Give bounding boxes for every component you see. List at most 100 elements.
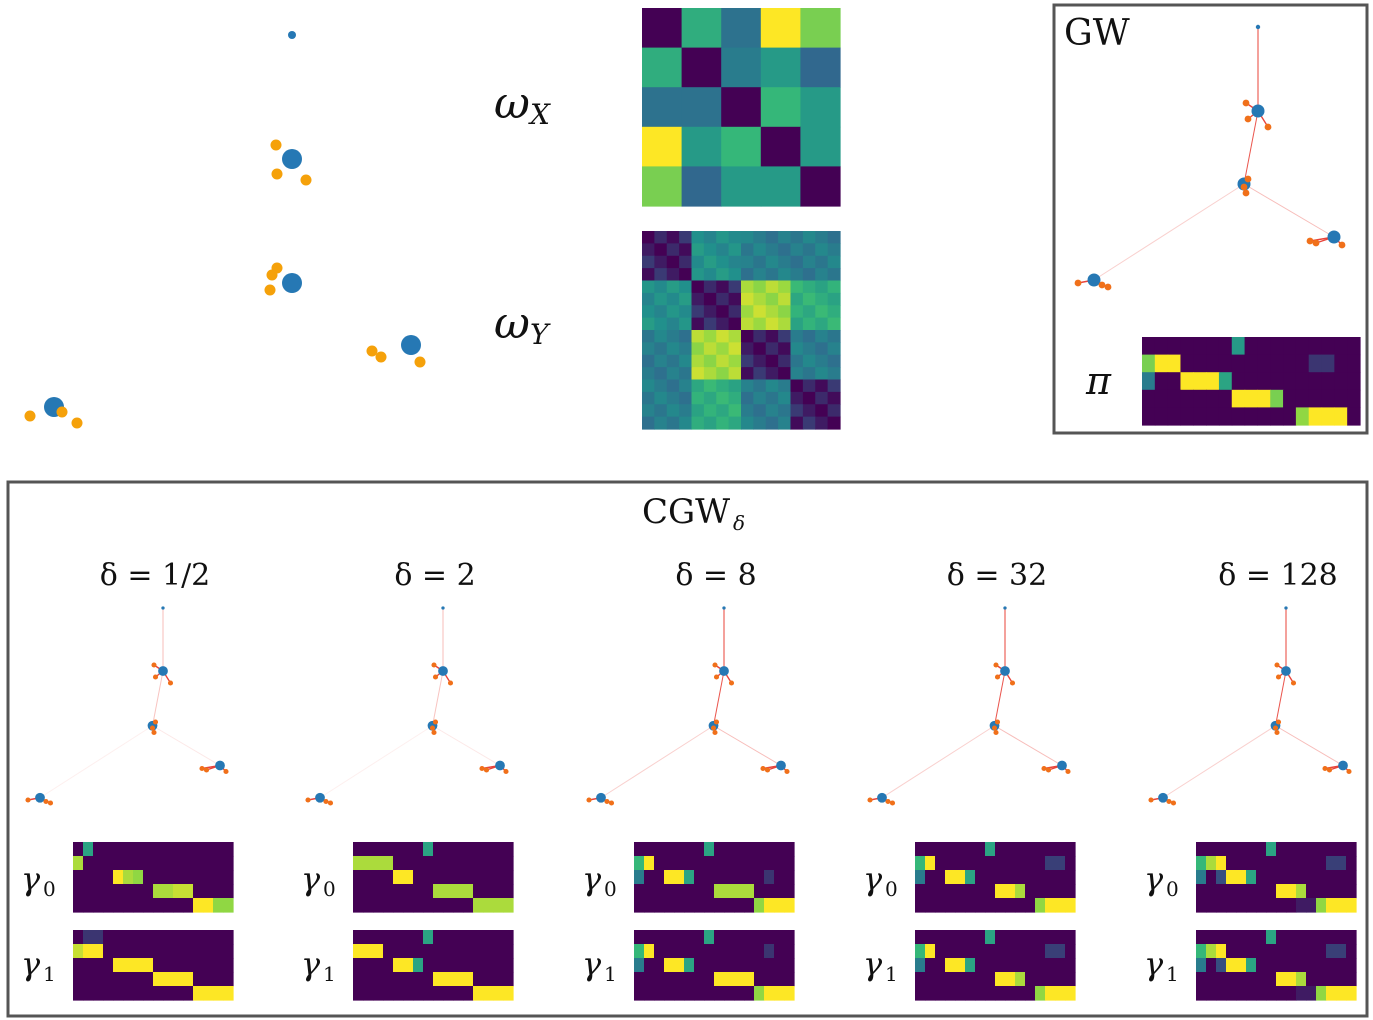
gamma0-cell <box>774 856 785 871</box>
omega-y-cell <box>716 268 730 282</box>
orange-node <box>1045 767 1052 773</box>
gamma0-cell <box>463 856 474 871</box>
gamma1-symbol: γ <box>301 945 321 983</box>
omega-y-cell <box>728 305 742 319</box>
omega-y-cell <box>753 416 767 430</box>
blue-node <box>495 760 505 771</box>
orange-node <box>1275 674 1282 680</box>
gamma0-cell <box>473 842 484 857</box>
gamma0-cell <box>965 856 976 871</box>
gamma0-cell <box>183 898 194 913</box>
pi-cell <box>1218 337 1233 356</box>
gamma0-cell <box>483 884 494 899</box>
omega-y-cell <box>827 404 841 418</box>
omega-y-matrix <box>642 231 841 430</box>
gamma1-cell <box>684 972 695 987</box>
omega-y-cell <box>691 379 705 393</box>
orange-node <box>167 680 174 686</box>
gamma0-subscript: 0 <box>604 877 617 901</box>
gamma1-cell <box>945 958 956 973</box>
gamma1-cell <box>1346 986 1357 1001</box>
orange-node <box>223 768 229 775</box>
gamma0-cell <box>123 884 134 899</box>
omega-y-cell <box>815 379 829 393</box>
gamma1-cell <box>1276 986 1287 1001</box>
gamma0-cell <box>143 870 154 885</box>
gamma0-cell <box>774 870 785 885</box>
gamma0-cell <box>423 856 434 871</box>
gamma1-cell <box>694 972 705 987</box>
gamma1-cell <box>163 930 174 945</box>
gamma1-cell <box>483 944 494 959</box>
gamma1-cell <box>473 944 484 959</box>
gamma0-cell <box>935 842 946 857</box>
gamma0-cell <box>1336 898 1347 913</box>
omega-y-cell <box>827 317 841 331</box>
gamma1-cell <box>353 930 364 945</box>
pi-cell <box>1295 354 1310 373</box>
gamma0-cell <box>73 842 84 857</box>
gamma0-cell <box>1216 842 1227 857</box>
gamma1-cell <box>133 944 144 959</box>
gamma0-cell <box>403 856 414 871</box>
blue-node <box>719 666 729 676</box>
omega-y-cell <box>815 317 829 331</box>
gamma0-cell <box>1256 898 1267 913</box>
pi-cell <box>1308 354 1323 373</box>
gamma1-cell <box>774 986 785 1001</box>
omega-x-subscript: X <box>528 98 551 131</box>
omega-y-cell <box>716 330 730 343</box>
gamma0-cell <box>995 842 1006 857</box>
gamma0-cell <box>985 898 996 913</box>
omega-y-cell <box>703 317 717 331</box>
gamma0-cell <box>975 856 986 871</box>
omega-y-cell <box>741 391 754 405</box>
transport-link <box>1093 183 1245 281</box>
orange-node <box>429 725 436 731</box>
gamma0-cell <box>704 884 715 899</box>
omega-y-cell <box>691 292 705 306</box>
pi-cell <box>1218 354 1233 373</box>
gamma0-symbol: γ <box>1144 860 1164 898</box>
gamma0-cell <box>1206 898 1217 913</box>
gamma0-cell <box>203 856 214 871</box>
gamma1-cell <box>1316 944 1327 959</box>
gamma0-cell <box>393 870 404 885</box>
gamma0-cell <box>734 842 745 857</box>
gamma0-cell <box>1206 856 1217 871</box>
gamma0-cell <box>1055 898 1066 913</box>
gamma0-cell <box>714 842 725 857</box>
gamma1-cell <box>353 958 364 973</box>
gamma1-cell <box>433 958 444 973</box>
omega-y-cell <box>728 231 742 244</box>
gamma1-cell <box>1196 930 1207 945</box>
gamma1-cell <box>955 930 966 945</box>
omega-y-cell <box>703 342 717 356</box>
orange-node <box>1009 680 1016 686</box>
gamma1-cell <box>83 958 94 973</box>
gamma0-cell <box>73 870 84 885</box>
gamma1-cell <box>443 958 454 973</box>
gamma1-cell <box>714 958 725 973</box>
pi-cell <box>1295 407 1310 426</box>
gamma1-cell <box>674 944 685 959</box>
point-cloud-scatter <box>24 31 426 429</box>
omega-y-cell <box>666 367 680 381</box>
gamma1-cell <box>664 986 675 1001</box>
gamma1-cell <box>1256 958 1267 973</box>
gamma1-cell <box>1216 972 1227 987</box>
gamma0-cell <box>694 856 705 871</box>
pi-cell <box>1206 337 1220 356</box>
orange-point <box>264 284 276 296</box>
gamma0-cell <box>163 884 174 899</box>
orange-node <box>1065 768 1071 775</box>
gamma1-cell <box>143 986 154 1001</box>
omega-y-cell <box>753 342 767 356</box>
gamma0-cell <box>935 898 946 913</box>
pi-cell <box>1334 337 1348 356</box>
omega-y-cell <box>815 255 829 269</box>
gamma0-cell <box>654 842 665 857</box>
gamma0-cell <box>935 870 946 885</box>
gamma0-cell <box>1346 870 1357 885</box>
